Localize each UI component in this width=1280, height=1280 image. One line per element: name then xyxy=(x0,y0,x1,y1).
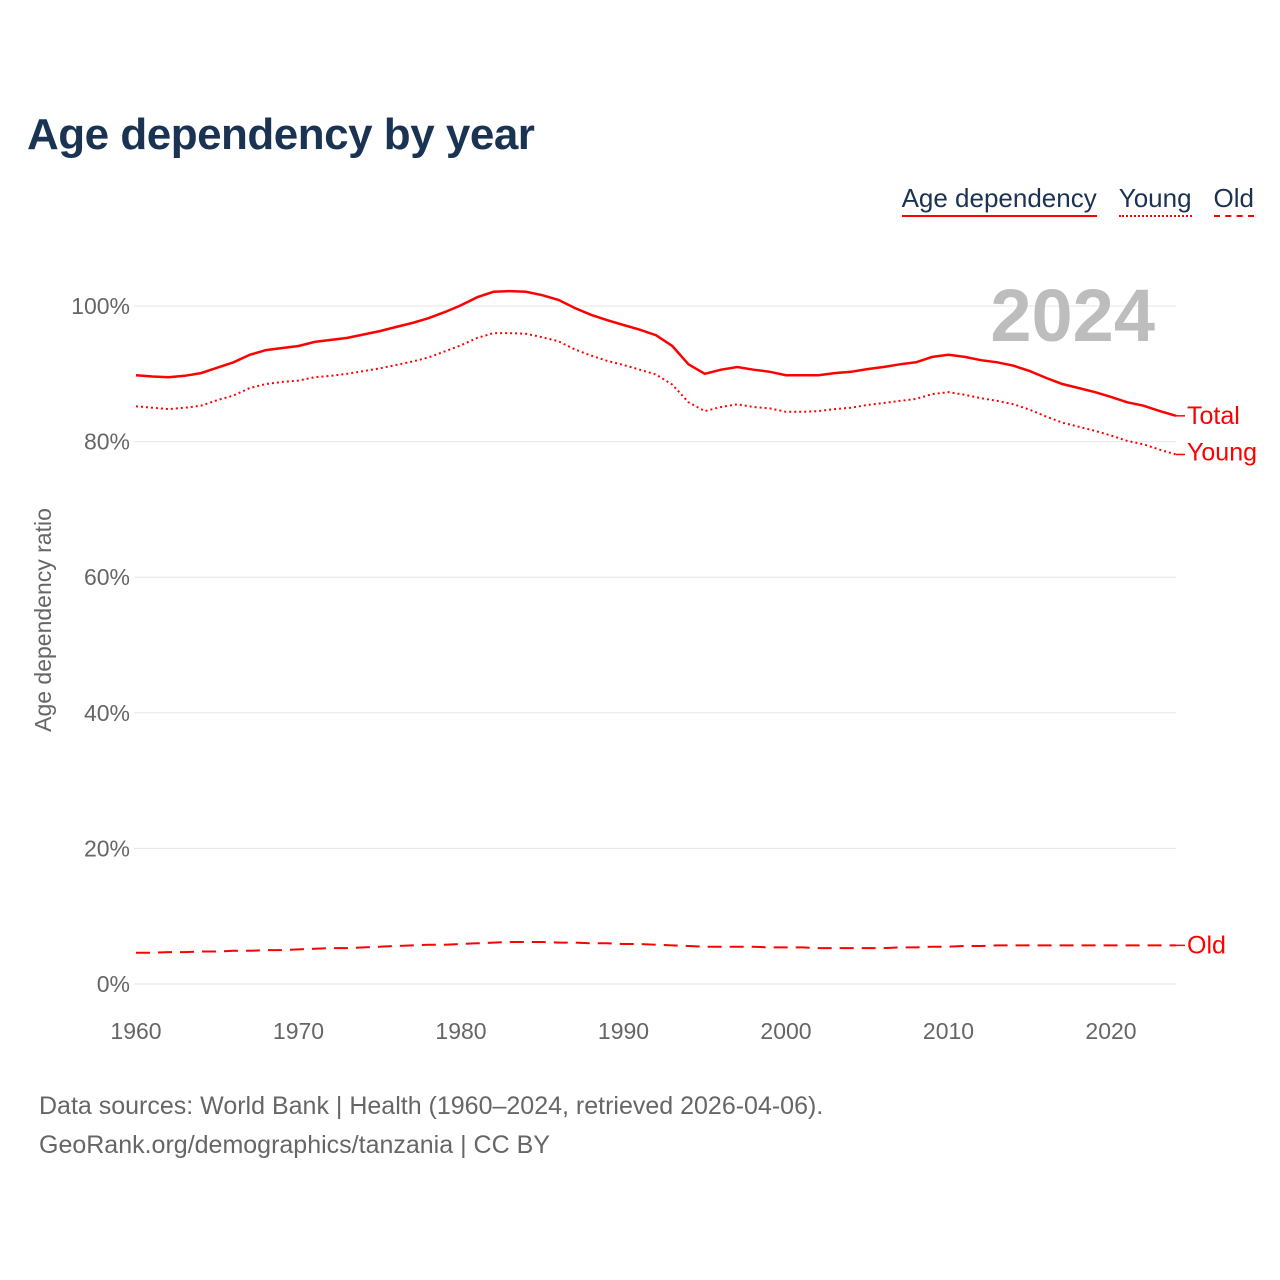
series-line-young xyxy=(135,332,1177,456)
y-tick-label: 100% xyxy=(71,293,130,319)
footer: Data sources: World Bank | Health (1960–… xyxy=(39,1087,823,1165)
y-tick-label: 80% xyxy=(84,429,130,455)
x-tick-label: 1960 xyxy=(110,1018,161,1044)
x-tick-label: 1970 xyxy=(273,1018,324,1044)
legend-item-young[interactable]: Young xyxy=(1118,183,1192,217)
y-tick-label: 60% xyxy=(84,564,130,590)
series-end-label-total: Total xyxy=(1187,402,1240,430)
y-tick-label: 20% xyxy=(84,835,130,861)
series-end-label-young: Young xyxy=(1187,438,1257,466)
y-axis-label: Age dependency ratio xyxy=(30,508,56,732)
chart-title: Age dependency by year xyxy=(27,110,535,159)
series-line-old xyxy=(136,941,1176,954)
x-tick-label: 2000 xyxy=(760,1018,811,1044)
series-end-label-old: Old xyxy=(1187,931,1226,959)
x-tick-label: 1990 xyxy=(598,1018,649,1044)
x-tick-label: 2020 xyxy=(1085,1018,1136,1044)
legend: Age dependency Young Old xyxy=(901,183,1254,217)
year-watermark: 2024 xyxy=(990,274,1155,357)
x-tick-label: 1980 xyxy=(435,1018,486,1044)
legend-item-total[interactable]: Age dependency xyxy=(901,183,1097,217)
y-tick-label: 40% xyxy=(84,700,130,726)
attribution: GeoRank.org/demographics/tanzania | CC B… xyxy=(39,1131,550,1159)
series-line-total xyxy=(135,289,1177,418)
legend-item-old[interactable]: Old xyxy=(1213,183,1254,217)
source-note: Data sources: World Bank | Health (1960–… xyxy=(39,1092,824,1120)
y-tick-label: 0% xyxy=(97,971,130,997)
x-tick-label: 2010 xyxy=(923,1018,974,1044)
